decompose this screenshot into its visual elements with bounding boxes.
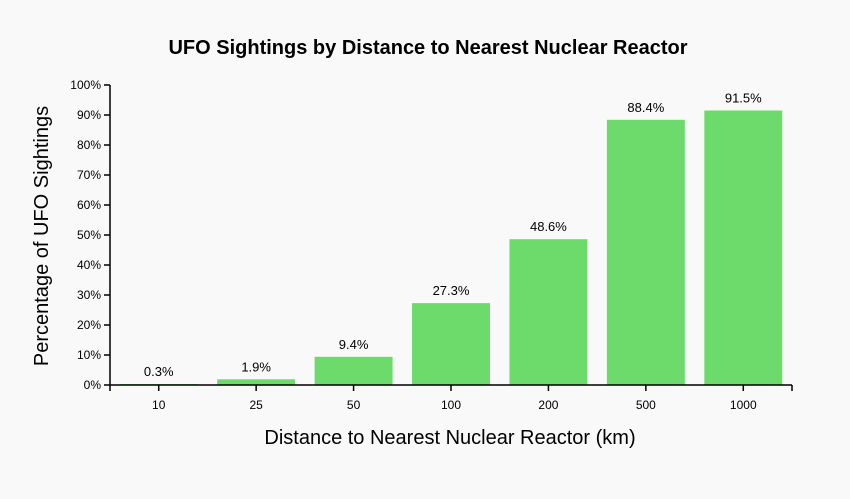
y-tick-label: 40% <box>77 258 101 272</box>
y-tick-label: 100% <box>70 78 101 92</box>
bar <box>217 379 296 385</box>
bar-value-label: 27.3% <box>433 283 470 298</box>
bar-value-label: 9.4% <box>339 337 369 352</box>
x-tick-label: 200 <box>538 398 558 412</box>
bar <box>509 239 588 385</box>
x-axis: 10 25 50 100 200 500 1000 <box>109 384 793 412</box>
x-tick-label: 100 <box>441 398 461 412</box>
bar <box>314 356 393 385</box>
y-tick-label: 20% <box>77 318 101 332</box>
y-tick-label: 0% <box>84 378 102 392</box>
y-axis-title: Percentage of UFO Sightings <box>31 106 53 366</box>
y-tick-label: 10% <box>77 348 101 362</box>
bar <box>606 119 685 386</box>
bar-value-label: 88.4% <box>627 100 664 115</box>
x-tick-label: 500 <box>636 398 656 412</box>
x-tick-label: 1000 <box>730 398 757 412</box>
bar-value-label: 0.3% <box>144 364 174 379</box>
x-tick-label: 50 <box>347 398 361 412</box>
y-tick-label: 80% <box>77 138 101 152</box>
y-tick-label: 60% <box>77 198 101 212</box>
x-tick-label: 25 <box>249 398 263 412</box>
y-tick-label: 70% <box>77 168 101 182</box>
chart-title: UFO Sightings by Distance to Nearest Nuc… <box>168 37 687 59</box>
y-tick-label: 50% <box>77 228 101 242</box>
y-tick-label: 90% <box>77 108 101 122</box>
x-tick-label: 10 <box>152 398 166 412</box>
x-axis-title: Distance to Nearest Nuclear Reactor (km) <box>264 427 635 449</box>
y-tick-label: 30% <box>77 288 101 302</box>
y-axis: 0% 10% 20% 30% 40% 50% 60% 70% 80% 90% 100% <box>70 78 111 392</box>
bar <box>412 303 490 385</box>
bar-value-label: 1.9% <box>241 359 271 374</box>
bar-value-label: 48.6% <box>530 219 567 234</box>
bar-value-label: 91.5% <box>725 91 762 106</box>
bars-group: 0.3% 1.9% 9.4% 27.3% 48.6% 88.4% 91.5% <box>119 91 783 386</box>
bar <box>704 110 783 385</box>
